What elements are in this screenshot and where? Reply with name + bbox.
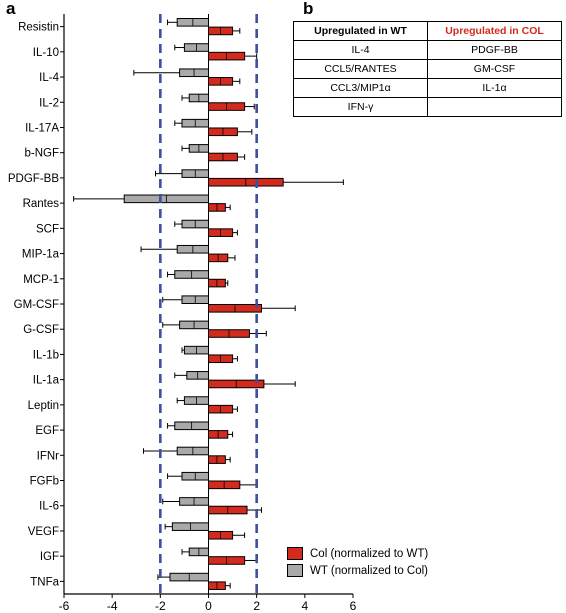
category-label: IL-4	[39, 72, 59, 84]
x-tick-label: -6	[59, 599, 70, 613]
category-label: IL-1a	[33, 375, 60, 387]
category-label: IL-6	[39, 501, 59, 513]
category-label: SCF	[36, 223, 59, 235]
legend-item-wt: WT (normalized to Col)	[287, 562, 428, 579]
table-cell	[427, 97, 562, 117]
x-tick-label: 6	[350, 599, 357, 613]
table-cell: CCL3/MIP1α	[293, 78, 428, 98]
category-label: IL-2	[39, 97, 59, 109]
category-label: MIP-1a	[22, 249, 60, 261]
table-header-col: Upregulated in COL	[427, 21, 562, 41]
legend: Col (normalized to WT) WT (normalized to…	[287, 545, 428, 579]
x-tick-label: 4	[301, 599, 308, 613]
panel-label-a: a	[6, 0, 16, 18]
category-label: IL-10	[33, 47, 59, 59]
table-header-wt: Upregulated in WT	[293, 21, 428, 41]
x-tick-label: -4	[107, 599, 118, 613]
category-label: PDGF-BB	[8, 173, 59, 185]
category-label: Resistin	[18, 22, 59, 34]
table-cell: IFN-γ	[293, 97, 428, 117]
category-label: MCP-1	[23, 274, 59, 286]
table-row: IL-4 PDGF-BB	[293, 40, 562, 60]
category-label: EGF	[35, 425, 59, 437]
table-row: CCL5/RANTES GM-CSF	[293, 59, 562, 79]
panel-label-b: b	[303, 0, 314, 18]
x-tick-label: 0	[205, 599, 212, 613]
table-cell: GM-CSF	[427, 59, 562, 79]
category-label: G-CSF	[23, 324, 59, 336]
category-label: b-NGF	[25, 148, 60, 160]
upregulation-table: Upregulated in WT Upregulated in COL IL-…	[293, 21, 562, 117]
legend-swatch-col	[287, 547, 303, 560]
legend-label-wt: WT (normalized to Col)	[310, 564, 429, 577]
x-tick-label: 2	[253, 599, 260, 613]
legend-label-col: Col (normalized to WT)	[310, 547, 429, 560]
x-tick-label: -2	[155, 599, 166, 613]
category-label: FGFb	[30, 476, 59, 488]
category-label: IL-1b	[33, 349, 59, 361]
category-label: IFNr	[37, 450, 60, 462]
table-cell: CCL5/RANTES	[293, 59, 428, 79]
category-label: TNFa	[30, 576, 59, 588]
table-cell: IL-4	[293, 40, 428, 60]
table-row: IFN-γ	[293, 97, 562, 117]
table-row: CCL3/MIP1α IL-1α	[293, 78, 562, 98]
category-label: GM-CSF	[14, 299, 59, 311]
category-label: VEGF	[28, 526, 59, 538]
legend-item-col: Col (normalized to WT)	[287, 545, 428, 562]
category-label: IL-17A	[25, 122, 59, 134]
category-label: Leptin	[28, 400, 59, 412]
category-label: Rantes	[23, 198, 60, 210]
category-label: IGF	[40, 551, 59, 563]
legend-swatch-wt	[287, 564, 303, 577]
table-cell: IL-1α	[427, 78, 562, 98]
table-cell: PDGF-BB	[427, 40, 562, 60]
